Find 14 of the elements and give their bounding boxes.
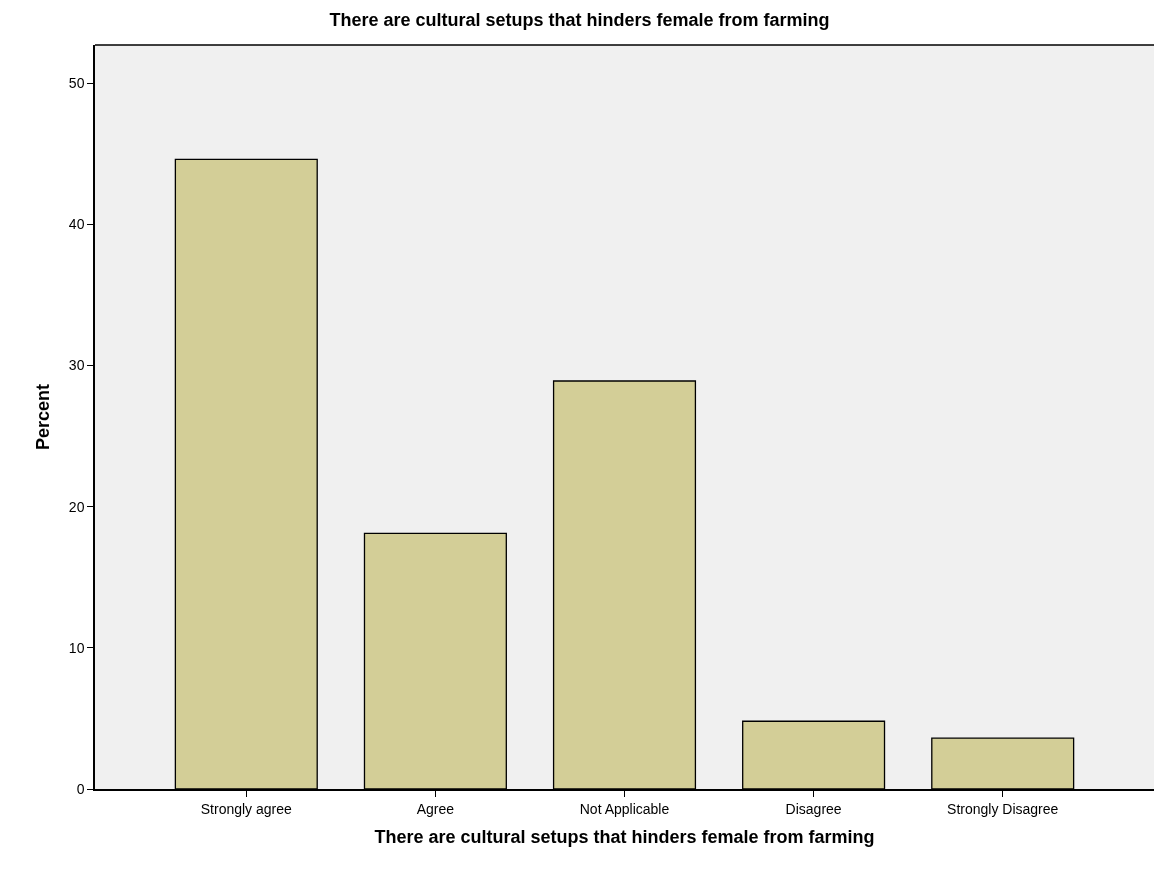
x-tick-label: Agree xyxy=(416,800,455,817)
y-tick-label: 30 xyxy=(68,357,85,374)
y-tick-label: 20 xyxy=(68,498,85,515)
y-tick-label: 0 xyxy=(76,780,85,797)
x-tick-label: Disagree xyxy=(785,800,842,817)
y-axis-title: Percent xyxy=(32,383,53,451)
x-tick-label: Not Applicable xyxy=(579,800,670,817)
x-tick-label: Strongly Disagree xyxy=(947,800,1059,817)
chart-title: There are cultural setups that hinders female from farming xyxy=(329,9,830,30)
y-tick-label: 50 xyxy=(68,75,85,92)
x-tick-label: Strongly agree xyxy=(200,800,293,817)
y-tick-label: 40 xyxy=(68,216,85,233)
y-tick-label: 10 xyxy=(68,639,85,656)
x-axis-title: There are cultural setups that hinders female from farming xyxy=(374,827,875,848)
